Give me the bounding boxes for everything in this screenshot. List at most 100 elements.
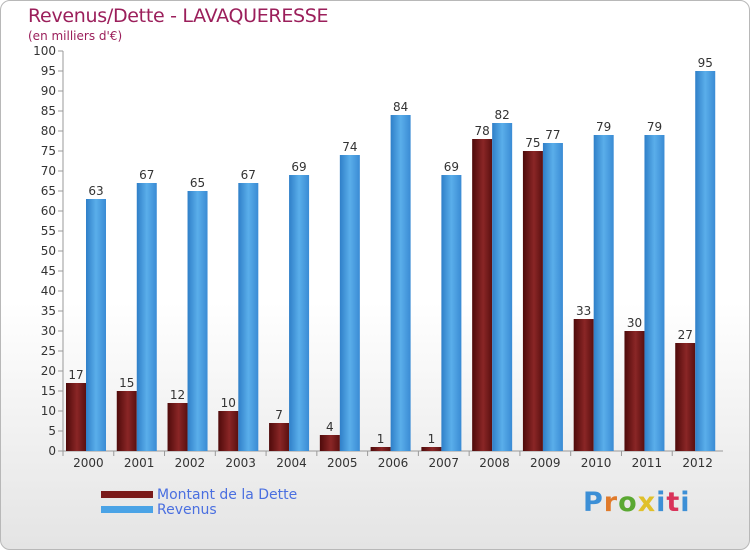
y-tick-label: 75: [41, 144, 56, 158]
x-tick-label: 2000: [73, 456, 104, 470]
data-label-revenus: 79: [647, 120, 662, 134]
x-tick-label: 2001: [124, 456, 155, 470]
bar-revenus: [187, 191, 208, 451]
y-tick-label: 20: [41, 364, 56, 378]
data-label-debt: 15: [119, 376, 134, 390]
x-tick-label: 2012: [682, 456, 713, 470]
axes: 0 5 10 15 20 25 30 35 40 45 50 55 60 65 70 75 80 85 90 95 10…: [33, 44, 723, 470]
data-label-revenus: 67: [241, 168, 256, 182]
legend-swatch-revenus: [101, 506, 153, 513]
x-tick-label: 2011: [632, 456, 663, 470]
y-tick-label: 70: [41, 164, 56, 178]
y-tick-label: 60: [41, 204, 56, 218]
y-tick-label: 45: [41, 264, 56, 278]
bar-debt: [218, 411, 239, 451]
data-label-revenus: 65: [190, 176, 205, 190]
data-label-revenus: 84: [393, 100, 408, 114]
brand-letter: i: [656, 487, 667, 518]
data-label-revenus: 69: [291, 160, 306, 174]
y-tick-label: 65: [41, 184, 56, 198]
bar-debt: [167, 403, 188, 451]
data-label-debt: 10: [221, 396, 236, 410]
x-tick-label: 2002: [175, 456, 206, 470]
y-tick-label: 0: [48, 444, 56, 458]
bar-revenus: [238, 183, 259, 451]
x-tick-label: 2007: [428, 456, 459, 470]
bar-debt: [370, 447, 391, 451]
x-tick-label: 2003: [225, 456, 256, 470]
bar-debt: [421, 447, 442, 451]
data-label-debt: 27: [678, 328, 693, 342]
y-tick-label: 95: [41, 64, 56, 78]
bar-revenus: [136, 183, 157, 451]
legend-item-debt: Montant de la Dette: [101, 486, 298, 503]
y-tick-label: 10: [41, 404, 56, 418]
brand-letter: r: [603, 487, 619, 518]
legend-label-debt: Montant de la Dette: [157, 486, 298, 503]
bar-revenus: [644, 135, 665, 451]
data-label-debt: 1: [428, 432, 436, 446]
bar-revenus: [492, 123, 513, 451]
y-tick-label: 80: [41, 124, 56, 138]
data-label-revenus: 95: [698, 56, 713, 70]
bar-debt: [573, 319, 594, 451]
y-tick-label: 100: [33, 44, 56, 58]
x-tick-label: 2004: [276, 456, 307, 470]
data-label-debt: 17: [68, 368, 83, 382]
data-label-revenus: 63: [88, 184, 103, 198]
bar-debt: [675, 343, 696, 451]
data-label-debt: 7: [275, 408, 283, 422]
bar-debt: [66, 383, 86, 451]
bar-revenus: [695, 71, 716, 451]
data-label-debt: 12: [170, 388, 185, 402]
data-label-revenus: 82: [495, 108, 510, 122]
y-tick-label: 15: [41, 384, 56, 398]
bar-revenus: [441, 175, 462, 451]
bar-debt: [269, 423, 290, 451]
brand-letter: P: [583, 487, 604, 518]
bar-debt: [472, 139, 493, 451]
brand-letter: o: [618, 487, 638, 518]
bar-debt: [522, 151, 543, 451]
legend-swatch-debt: [101, 491, 153, 498]
y-tick-label: 50: [41, 244, 56, 258]
x-tick-label: 2005: [327, 456, 358, 470]
legend-item-revenus: Revenus: [101, 501, 297, 518]
bars: 17 63 15 67 12 65 10 67 7 69 4 74 1 84 1 69 78 82 75 77 33 79…: [66, 56, 716, 451]
x-tick-label: 2006: [378, 456, 409, 470]
x-tick-label: 2008: [479, 456, 510, 470]
y-tick-label: 55: [41, 224, 56, 238]
proxiti-logo: Proxiti: [583, 487, 691, 518]
data-label-revenus: 74: [342, 140, 357, 154]
chart-subtitle: (en milliers d'€): [28, 29, 123, 43]
y-tick-label: 85: [41, 104, 56, 118]
y-tick-label: 25: [41, 344, 56, 358]
data-label-debt: 4: [326, 420, 334, 434]
data-label-debt: 30: [627, 316, 642, 330]
brand-letter: t: [666, 487, 681, 518]
data-label-debt: 75: [525, 136, 540, 150]
chart-title: Revenus/Dette - LAVAQUERESSE: [28, 5, 329, 27]
data-label-revenus: 77: [545, 128, 560, 142]
bar-debt: [116, 391, 137, 451]
data-label-debt: 78: [475, 124, 490, 138]
bar-debt: [319, 435, 340, 451]
y-tick-label: 40: [41, 284, 56, 298]
data-label-revenus: 67: [139, 168, 154, 182]
bar-revenus: [339, 155, 360, 451]
bar-revenus: [86, 199, 106, 451]
data-label-revenus: 69: [444, 160, 459, 174]
brand-letter: i: [680, 487, 691, 518]
bar-revenus: [289, 175, 310, 451]
y-tick-label: 5: [48, 424, 56, 438]
bar-debt: [624, 331, 645, 451]
y-tick-label: 35: [41, 304, 56, 318]
y-tick-label: 90: [41, 84, 56, 98]
brand-letter: x: [637, 487, 657, 518]
legend-label-revenus: Revenus: [157, 501, 217, 518]
x-tick-label: 2010: [581, 456, 612, 470]
bar-revenus: [542, 143, 563, 451]
data-label-revenus: 79: [596, 120, 611, 134]
